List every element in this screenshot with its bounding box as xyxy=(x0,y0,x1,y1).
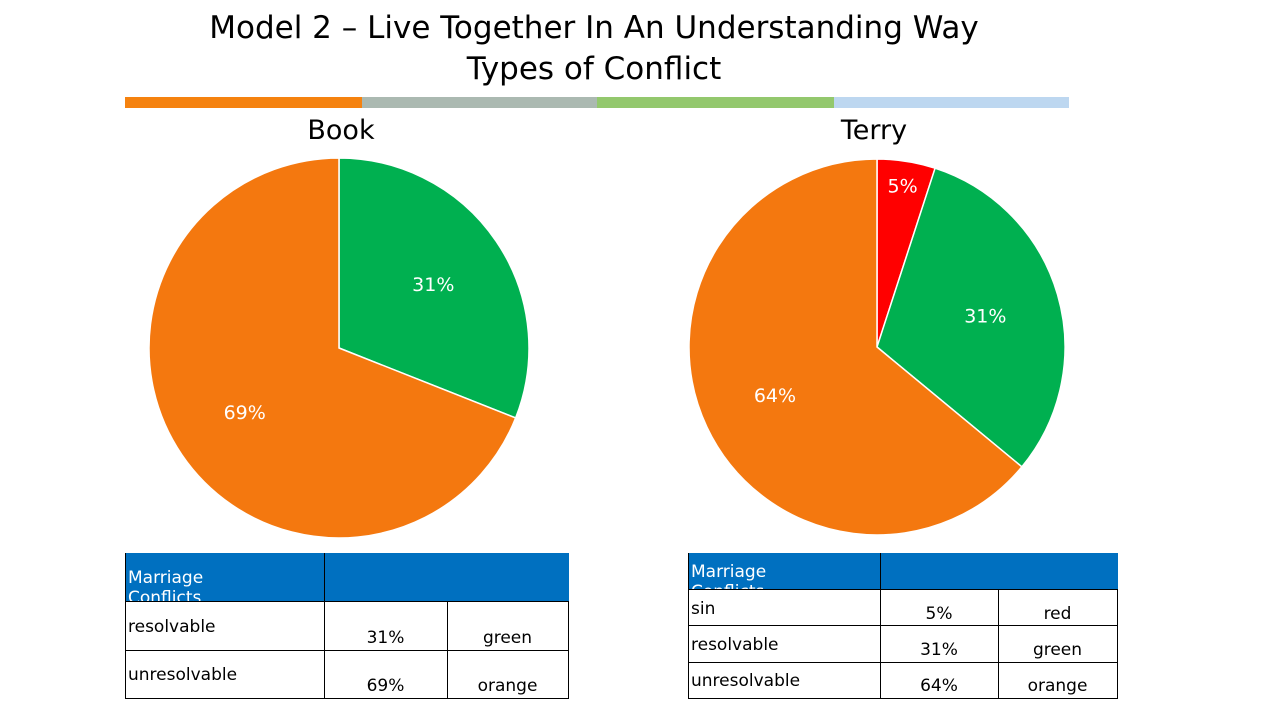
page-subtitle: Types of Conflict xyxy=(466,51,722,87)
terry-slice-label-2: 64% xyxy=(754,385,796,407)
book-slice-label-0: 31% xyxy=(412,274,454,296)
table-header-bar xyxy=(125,553,569,601)
table-border xyxy=(688,589,1118,590)
row-color: orange xyxy=(1027,676,1088,696)
row-color: green xyxy=(482,628,533,648)
table-header-label: Marriage Conflicts xyxy=(128,568,204,608)
row-percent: 64% xyxy=(920,676,958,696)
table-border xyxy=(688,662,1118,663)
row-percent: 31% xyxy=(920,640,958,660)
color-band-1 xyxy=(125,97,362,108)
table-header-label: Marriage Conflicts xyxy=(691,562,767,602)
table-header-bar xyxy=(688,553,1118,589)
row-color: green xyxy=(1032,640,1083,660)
row-color: red xyxy=(1043,604,1072,624)
book-slice-0 xyxy=(338,157,530,419)
book-slice-label-1: 69% xyxy=(224,402,266,424)
page-title: Model 2 – Live Together In An Understand… xyxy=(209,10,979,46)
terry-slice-2 xyxy=(688,158,1023,536)
table-border xyxy=(688,625,1118,626)
table-border xyxy=(125,650,569,651)
table-border xyxy=(324,553,325,699)
row-name: resolvable xyxy=(128,617,216,637)
row-color: orange xyxy=(477,676,538,696)
table-border xyxy=(688,698,1118,699)
row-percent: 69% xyxy=(366,676,405,696)
book-slice-1 xyxy=(148,157,517,539)
table-border xyxy=(1117,589,1118,699)
table-border xyxy=(998,589,999,699)
table-border xyxy=(880,553,881,699)
terry-slice-label-1: 31% xyxy=(964,306,1006,328)
row-name: resolvable xyxy=(691,635,779,655)
terry-chart-title: Terry xyxy=(840,115,908,146)
table-border xyxy=(688,553,689,699)
terry-slice-1 xyxy=(876,167,1066,468)
row-name: unresolvable xyxy=(128,665,238,685)
row-name: unresolvable xyxy=(691,671,801,691)
row-percent: 5% xyxy=(925,604,953,624)
color-band-3 xyxy=(597,97,834,108)
table-border xyxy=(125,553,126,699)
table-border xyxy=(125,601,569,602)
row-name: sin xyxy=(691,599,716,619)
row-percent: 31% xyxy=(366,628,405,648)
color-band-2 xyxy=(362,97,597,108)
terry-slice-label-0: 5% xyxy=(888,175,918,197)
book-chart-title: Book xyxy=(307,115,375,146)
color-band-4 xyxy=(834,97,1069,108)
table-border xyxy=(125,698,569,699)
